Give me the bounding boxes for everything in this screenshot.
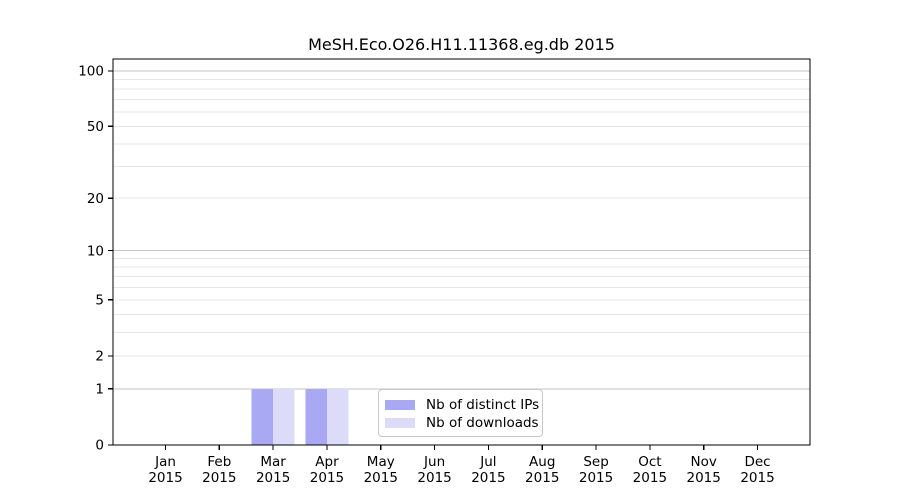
x-tick-label-year: 2015 [256, 470, 290, 486]
legend: Nb of distinct IPs Nb of downloads [378, 389, 543, 437]
x-tick-label-year: 2015 [740, 470, 774, 486]
legend-label-distinct-ips: Nb of distinct IPs [426, 397, 540, 413]
bar-distinct-ips [251, 388, 274, 445]
y-tick-label: 0 [95, 438, 104, 454]
bar-distinct-ips [305, 388, 327, 445]
legend-item-downloads: Nb of downloads [385, 414, 539, 432]
x-tick-label-year: 2015 [525, 470, 559, 486]
x-tick-label-month: Aug [529, 454, 555, 470]
x-tick-label-month: May [367, 454, 395, 470]
y-tick-label: 1 [95, 382, 104, 398]
x-tick-label-month: Jun [423, 454, 445, 470]
y-tick-label: 2 [95, 349, 104, 365]
legend-label-downloads: Nb of downloads [426, 415, 539, 431]
legend-swatch-downloads [385, 417, 415, 429]
x-tick-label-year: 2015 [310, 470, 344, 486]
x-tick-label-year: 2015 [579, 470, 613, 486]
x-tick-label-month: Feb [207, 454, 231, 470]
x-tick-label-year: 2015 [364, 470, 398, 486]
legend-item-distinct-ips: Nb of distinct IPs [385, 396, 540, 414]
x-tick-label-month: Jul [479, 454, 496, 470]
legend-swatch-distinct-ips [385, 399, 415, 411]
y-tick-label: 10 [87, 243, 104, 259]
x-tick-label-year: 2015 [471, 470, 505, 486]
x-tick-label-month: Apr [315, 454, 339, 470]
y-tick-label: 50 [87, 119, 104, 135]
x-tick-label-month: Dec [744, 454, 770, 470]
chart-title: MeSH.Eco.O26.H11.11368.eg.db 2015 [308, 35, 615, 54]
x-tick-label-year: 2015 [148, 470, 182, 486]
y-tick-label: 100 [78, 64, 104, 80]
x-tick-label-month: Nov [691, 454, 717, 470]
x-tick-label-year: 2015 [417, 470, 451, 486]
bar-downloads [273, 388, 295, 445]
y-tick-label: 20 [87, 191, 104, 207]
x-tick-label-year: 2015 [633, 470, 667, 486]
y-tick-label: 5 [95, 292, 104, 308]
x-tick-label-month: Sep [583, 454, 608, 470]
bar-downloads [326, 388, 349, 445]
x-tick-label-month: Jan [154, 454, 176, 470]
x-tick-label-month: Oct [638, 454, 661, 470]
x-tick-label-year: 2015 [202, 470, 236, 486]
x-tick-label-month: Mar [260, 454, 286, 470]
plot-border [112, 58, 811, 446]
x-tick-label-year: 2015 [687, 470, 721, 486]
